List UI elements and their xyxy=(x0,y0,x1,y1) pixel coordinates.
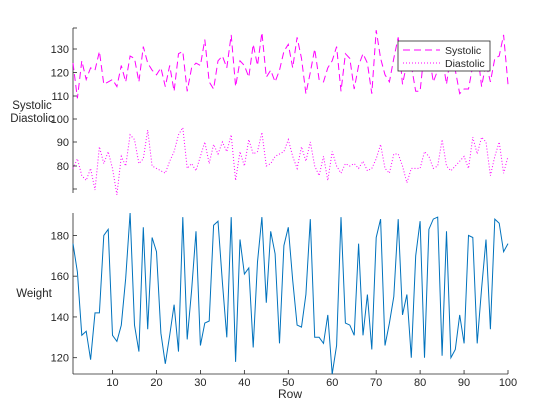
weight-panel: 120 140 160 180 10 20 30 40 50 60 70 80 90 100 Weigh… xyxy=(16,212,517,401)
y-tick-120-label: 120 xyxy=(51,68,69,80)
top-panel-y-ticks: 110 120 130 100 80 90 xyxy=(51,27,77,190)
y-tick-130-label: 130 xyxy=(51,44,69,56)
x-tick-10-label: 10 xyxy=(106,377,118,389)
legend: Systolic Diastolic xyxy=(397,40,491,72)
y-axis-label-weight: Weight xyxy=(16,288,52,300)
y-tick-100-label: 100 xyxy=(51,114,69,126)
x-tick-100-label: 100 xyxy=(499,377,517,389)
weight-y-tick-160-label: 160 xyxy=(51,271,69,283)
bottom-panel-series xyxy=(72,212,509,375)
series-line-systolic xyxy=(72,30,509,99)
y-axis-label-systolic: Systolic xyxy=(12,100,52,112)
x-tick-50-label: 50 xyxy=(282,377,294,389)
legend-label-systolic: Systolic xyxy=(445,45,481,57)
x-axis-label: Row xyxy=(278,387,302,401)
series-line-weight xyxy=(72,212,509,375)
top-panel-series xyxy=(72,30,509,195)
x-tick-20-label: 20 xyxy=(150,377,162,389)
x-tick-30-label: 30 xyxy=(194,377,206,389)
y-tick-90-label: 90 xyxy=(57,137,69,149)
x-tick-60-label: 60 xyxy=(326,377,338,389)
x-tick-80-label: 80 xyxy=(414,377,426,389)
weight-y-tick-120-label: 120 xyxy=(51,353,69,365)
x-tick-70-label: 70 xyxy=(370,377,382,389)
weight-y-tick-140-label: 140 xyxy=(51,312,69,324)
legend-label-diastolic: Diastolic xyxy=(445,58,485,70)
y-tick-80-label: 80 xyxy=(57,161,69,173)
weight-y-tick-180-label: 180 xyxy=(51,230,69,242)
series-line-diastolic xyxy=(72,126,509,195)
x-tick-90-label: 90 xyxy=(458,377,470,389)
y-axis-label-diastolic: Diastolic xyxy=(10,113,54,125)
y-tick-110-label: 110 xyxy=(51,91,69,103)
blood-pressure-panel: 110 120 130 100 80 90 Systolic Diastolic Syst… xyxy=(10,27,509,195)
legend-box xyxy=(397,40,491,72)
x-tick-40-label: 40 xyxy=(238,377,250,389)
bottom-panel-y-ticks: 120 140 160 180 xyxy=(51,230,77,365)
x-axis-ticks: 10 20 30 40 50 60 70 80 90 100 xyxy=(106,370,517,389)
